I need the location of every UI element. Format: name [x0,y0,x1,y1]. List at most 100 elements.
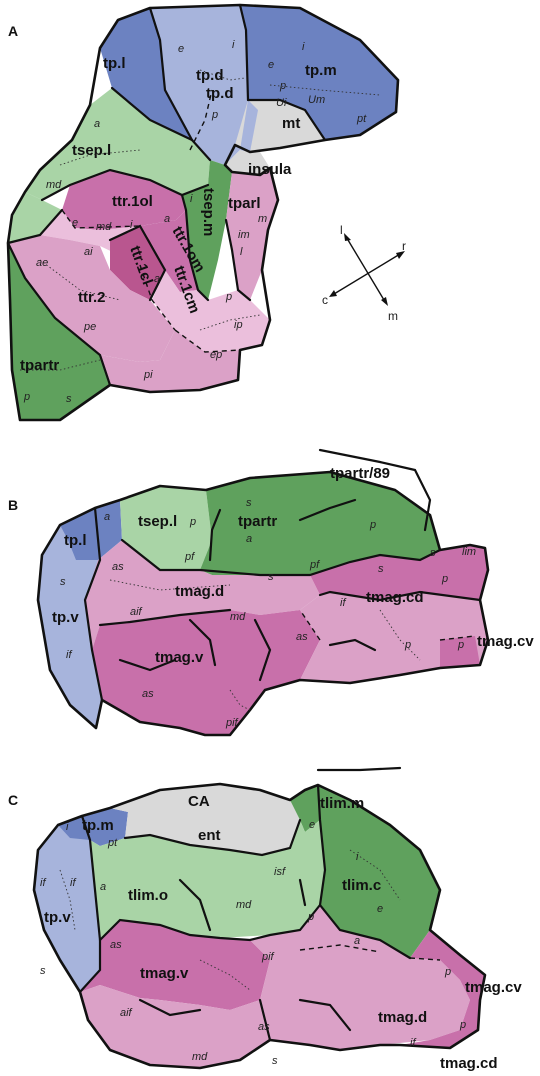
sublabel: p [457,639,464,651]
panel-c: C CA ent tlim.m tp.m tlim.o tlim.c [8,766,522,1072]
sublabel: s [40,965,46,977]
sublabel: pif [225,717,239,729]
sublabel: s [430,547,436,559]
compass-r: r [402,239,406,253]
border-tmag-cd-b [318,590,482,602]
sublabel: pf [309,559,320,571]
region-ttr-1cm [150,240,270,352]
sublabel: i [232,39,235,51]
region-tlim-c [318,785,440,958]
sublabel: p [211,109,218,121]
sublabel: p [225,291,232,303]
dashed-a-4 [139,264,176,331]
sublabel: a [164,213,170,225]
sublabel: a [354,935,360,947]
border-tpartr [6,241,112,387]
sublabel: a [94,118,100,130]
border-tparl [224,218,252,302]
sulcus-c-2 [138,998,202,1017]
sublabel: md [192,1051,208,1063]
label-tmag-v-b: tmag.v [155,649,204,666]
region-tmag-cd-c [400,1000,480,1048]
border-1cl [108,224,167,302]
sublabel: i [66,821,69,833]
panel-a: A [6,3,406,422]
sublabel: ep [210,349,222,361]
border-tsep-m [180,193,210,302]
region-tpi-lower [240,100,258,152]
sublabel: im [238,229,250,241]
region-tmag-v-b [92,610,320,735]
border-1ol-top [40,168,210,202]
panel-b: B tpartr/89 tp.l tsep.l tpartr tmag.d tm… [8,448,534,737]
sublabel: aif [130,606,143,618]
label-tlim-m: tlim.m [320,795,364,812]
sublabel: ae [36,257,48,269]
region-tmag-v-c [80,920,270,1010]
sulcus-b-7 [328,638,377,652]
sublabel: e [72,217,78,229]
sublabel: if [410,1037,416,1049]
outline-a [6,3,400,422]
border-ent-c [123,818,302,857]
border-tp-m [238,3,250,102]
label-ca: CA [188,793,210,810]
label-tp-l: tp.l [103,55,126,72]
sublabel: if [66,649,72,661]
region-tp-m-c [58,808,128,846]
border-tmag-v-top-b [98,608,232,627]
sublabel: pe [83,321,96,333]
region-tp-m [240,5,398,140]
dotted-a-1 [39,259,121,301]
region-ttr-1om [140,210,198,292]
region-tp-v-c [34,816,100,992]
sulcus-c-4 [316,766,402,772]
label-ttr-2: ttr.2 [78,289,106,306]
label-tmag-d-b: tmag.d [175,583,224,600]
sulcus-c-1 [258,998,272,1042]
sublabel: a [104,511,110,523]
sublabel: pif [261,951,275,963]
border-tp-v-c [78,814,102,994]
label-tpartr-b: tpartr [238,513,277,530]
border-tmag-d-top-b [120,538,442,577]
region-tmag-bottom-c [80,985,270,1068]
compass-l: l [340,223,343,237]
sublabel: p [369,519,376,531]
region-tp-v-b [38,508,102,728]
sublabel: as [258,1021,270,1033]
border-tmag-top-c [98,903,322,942]
sublabel: ip [234,319,243,331]
region-tmag-cv-b [440,636,480,668]
label-tmag-v-c: tmag.v [140,965,189,982]
sublabel: pf [184,551,195,563]
label-tp-m-c: tp.m [82,817,114,834]
sublabel: p [441,573,448,585]
label-ent: ent [198,827,221,844]
sublabel: m [258,213,267,225]
sublabel: s [66,393,72,405]
sublabel: if [340,597,346,609]
border-tp-v-b [83,506,104,702]
region-mt [235,100,325,152]
label-tp-d: tp.d [196,67,224,84]
label-tlim-c: tlim.c [342,877,381,894]
sublabel: lim [462,546,476,558]
sublabel: p [279,80,286,92]
orientation-compass: l r c m [322,223,406,323]
sublabel: if [70,877,76,889]
region-tmag-cv-c [410,930,485,1000]
region-ttr-2-pi [100,330,240,392]
sublabel: p [444,966,451,978]
sublabel: s [268,571,274,583]
label-tp-d-2: tp.d [206,85,234,102]
label-tmag-d-c: tmag.d [378,1009,427,1026]
sublabel: md [96,221,112,233]
sublabel: as [296,631,308,643]
region-tp-l [100,8,192,140]
sublabel: isf [274,866,286,878]
sublabel: as [112,561,124,573]
sublabel: a [246,533,252,545]
panel-b-letter: B [8,497,18,513]
label-tmag-cv-c: tmag.cv [465,979,522,996]
